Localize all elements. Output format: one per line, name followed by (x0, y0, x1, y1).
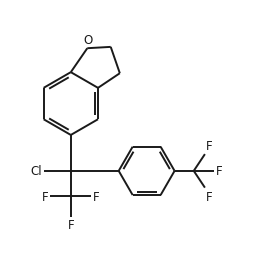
Text: Cl: Cl (31, 165, 42, 178)
Text: F: F (216, 165, 223, 178)
Text: O: O (83, 34, 92, 46)
Text: F: F (67, 219, 74, 232)
Text: F: F (42, 190, 48, 203)
Text: F: F (93, 190, 100, 203)
Text: F: F (206, 190, 213, 203)
Text: F: F (206, 139, 213, 152)
